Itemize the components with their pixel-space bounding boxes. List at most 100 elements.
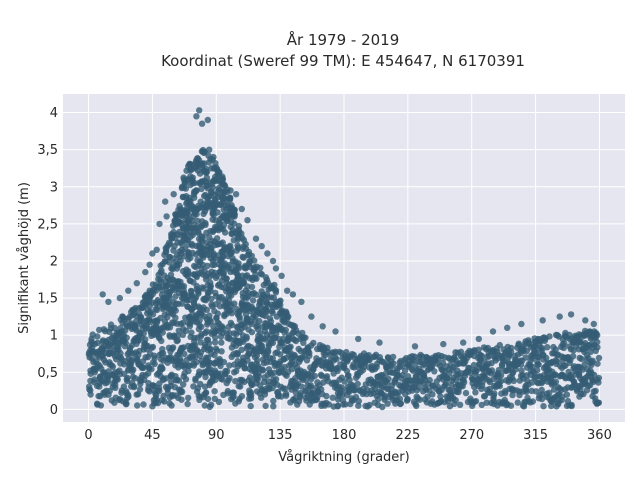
data-point [203, 306, 211, 313]
data-point [140, 401, 147, 408]
data-point [534, 358, 541, 365]
data-point [485, 353, 493, 360]
data-point [244, 217, 251, 224]
data-point [232, 191, 240, 198]
data-point [538, 395, 546, 403]
data-point [242, 240, 249, 248]
data-point [214, 209, 221, 216]
data-point [184, 400, 191, 408]
data-point [277, 351, 284, 358]
data-point [288, 366, 296, 373]
data-point [226, 329, 233, 337]
data-point [378, 358, 386, 365]
data-point [142, 268, 149, 276]
data-point [488, 367, 496, 374]
data-point [476, 360, 483, 368]
data-point [198, 323, 205, 331]
data-point [253, 275, 260, 282]
data-point [206, 146, 213, 153]
data-point [449, 366, 456, 374]
data-point [227, 319, 235, 327]
data-point [522, 386, 530, 393]
data-point [341, 378, 348, 385]
data-point [123, 400, 130, 407]
data-point [205, 251, 213, 258]
data-point [95, 392, 102, 400]
data-point [567, 371, 575, 379]
data-point [247, 402, 254, 410]
data-point [300, 339, 307, 346]
data-point [225, 297, 233, 304]
data-point [202, 219, 209, 227]
data-point [179, 300, 186, 307]
data-point [174, 337, 181, 344]
data-point [149, 311, 157, 318]
data-point [127, 358, 135, 365]
data-point [589, 376, 596, 384]
x-tick-label: 225 [395, 428, 420, 443]
data-point [539, 317, 546, 324]
data-point [332, 328, 339, 335]
data-point [546, 333, 553, 340]
data-point [105, 298, 112, 305]
data-point [559, 341, 566, 348]
data-point [235, 260, 242, 267]
data-point [594, 332, 601, 339]
data-point [163, 213, 170, 220]
data-point [179, 319, 186, 327]
data-point [117, 350, 124, 357]
data-point [209, 184, 217, 191]
data-point [151, 355, 158, 362]
data-point [134, 402, 141, 409]
data-point [129, 379, 136, 387]
data-point [185, 211, 192, 219]
data-point [282, 326, 289, 334]
data-point [178, 396, 185, 403]
data-point [366, 401, 373, 409]
data-point [497, 377, 505, 385]
data-point [270, 403, 277, 410]
data-point [323, 392, 330, 400]
data-point [120, 383, 128, 390]
data-point [233, 367, 240, 375]
data-point [332, 354, 339, 361]
y-axis-label: Signifikant våghöjd (m) [17, 182, 32, 334]
y-tick-label: 1,5 [37, 292, 58, 307]
data-point [472, 389, 479, 396]
data-point [595, 374, 603, 382]
data-point [307, 384, 315, 392]
data-point [459, 377, 466, 384]
data-point [483, 399, 490, 406]
data-point [595, 399, 602, 406]
y-tick-label: 4 [50, 106, 58, 121]
data-point [350, 387, 358, 394]
data-point [527, 357, 534, 364]
data-point [112, 381, 119, 388]
data-point [259, 367, 267, 374]
data-point [320, 379, 327, 386]
data-point [232, 377, 239, 385]
data-point [276, 298, 283, 305]
data-point [219, 376, 226, 383]
data-point [224, 368, 231, 375]
data-point [161, 398, 168, 405]
data-point [220, 358, 228, 366]
data-points [85, 107, 603, 411]
data-point [338, 384, 345, 391]
data-point [131, 323, 138, 330]
data-point [340, 362, 348, 369]
data-point [278, 393, 285, 400]
data-point [264, 348, 272, 356]
data-point [246, 258, 253, 265]
data-point [282, 385, 289, 392]
data-point [111, 399, 118, 406]
data-point [495, 366, 502, 374]
data-point [227, 187, 234, 194]
data-point [450, 355, 458, 362]
data-point [514, 399, 521, 406]
data-point [262, 402, 269, 410]
data-point [159, 329, 166, 336]
data-point [154, 387, 161, 394]
data-point [166, 294, 173, 301]
chart-title-line2: Koordinat (Sweref 99 TM): E 454647, N 61… [161, 52, 525, 70]
